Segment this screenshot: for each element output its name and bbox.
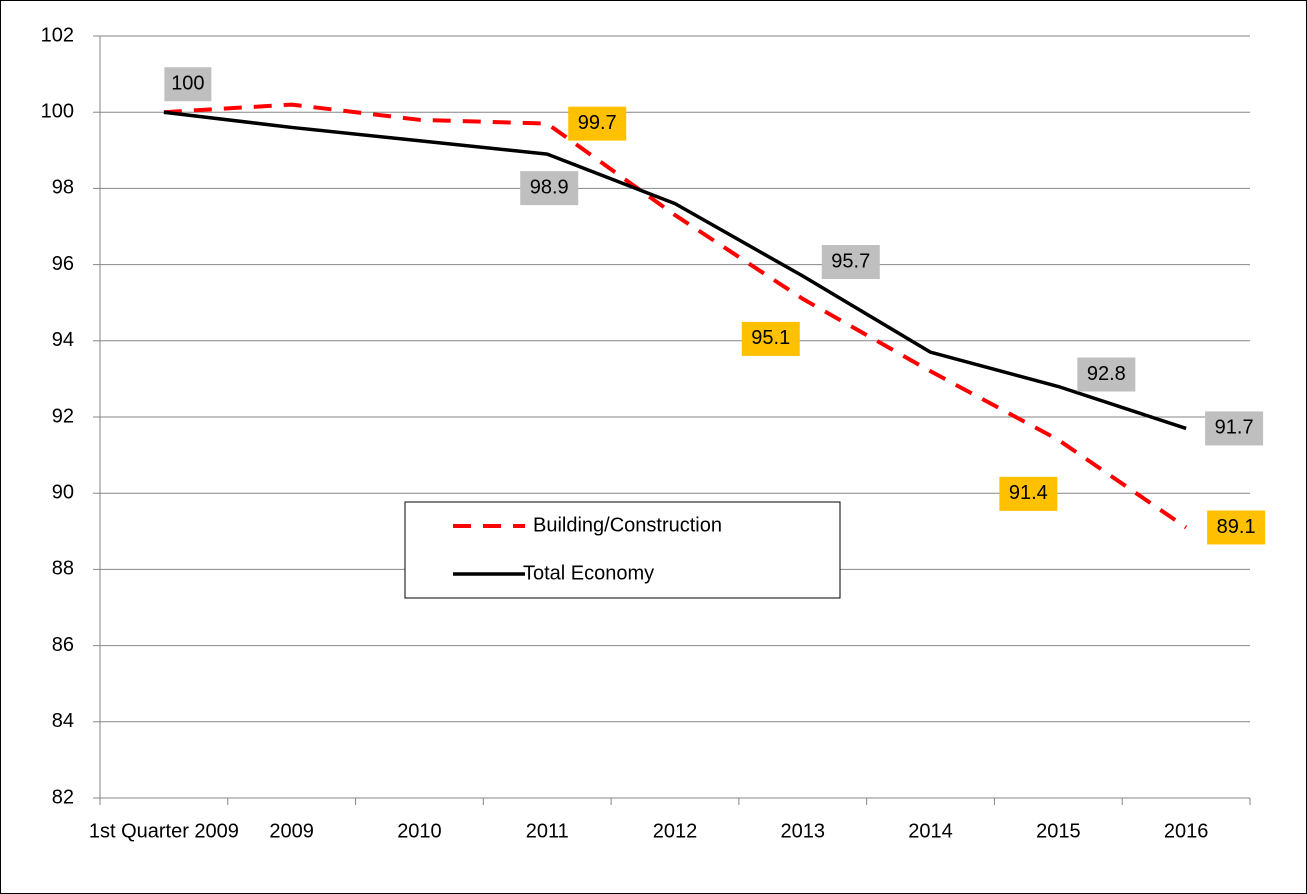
value-label: 99.7: [578, 112, 617, 134]
series-line: [163, 110, 1187, 431]
x-tick-label: 2012: [653, 820, 698, 842]
value-label-bg: [999, 476, 1058, 511]
value-label-bg: [1207, 510, 1266, 545]
legend-label: Building/Construction: [533, 514, 722, 536]
value-label-bg: [164, 67, 212, 102]
y-tick-label: 90: [52, 481, 74, 503]
value-label-bg: [741, 321, 800, 356]
y-tick-label: 88: [52, 558, 74, 580]
y-tick-label: 94: [52, 329, 74, 351]
value-label: 95.1: [751, 327, 790, 349]
y-tick-label: 86: [52, 634, 74, 656]
y-tick-label: 98: [52, 177, 74, 199]
x-tick-label: 2014: [908, 820, 953, 842]
x-tick-label: 2009: [269, 820, 314, 842]
y-tick-label: 84: [52, 710, 74, 732]
legend-box: [404, 501, 841, 599]
y-tick-label: 82: [52, 786, 74, 808]
x-tick-label: 2011: [526, 820, 569, 842]
x-tick-label: 2010: [397, 820, 442, 842]
y-tick-label: 100: [41, 100, 74, 122]
value-label: 91.7: [1215, 417, 1254, 439]
value-label-bg: [568, 106, 627, 141]
y-tick-label: 96: [52, 253, 74, 275]
x-tick-label: 2013: [781, 820, 826, 842]
value-label: 95.7: [831, 250, 870, 272]
value-label: 100: [171, 72, 204, 94]
y-tick-label: 92: [52, 405, 74, 427]
value-label-bg: [1205, 411, 1264, 446]
x-tick-label: 1st Quarter 2009: [89, 820, 239, 842]
value-label: 89.1: [1217, 516, 1256, 538]
x-tick-label: 2016: [1164, 820, 1209, 842]
legend-label: Total Economy: [523, 562, 654, 584]
value-label-bg: [520, 171, 579, 206]
series-line: [163, 102, 1188, 530]
value-label: 98.9: [530, 176, 569, 198]
x-tick-label: 2015: [1036, 820, 1081, 842]
value-label: 91.4: [1009, 482, 1048, 504]
y-tick-label: 102: [41, 24, 74, 46]
value-label-bg: [821, 245, 880, 280]
value-label-bg: [1077, 357, 1136, 392]
value-label: 92.8: [1087, 363, 1126, 385]
